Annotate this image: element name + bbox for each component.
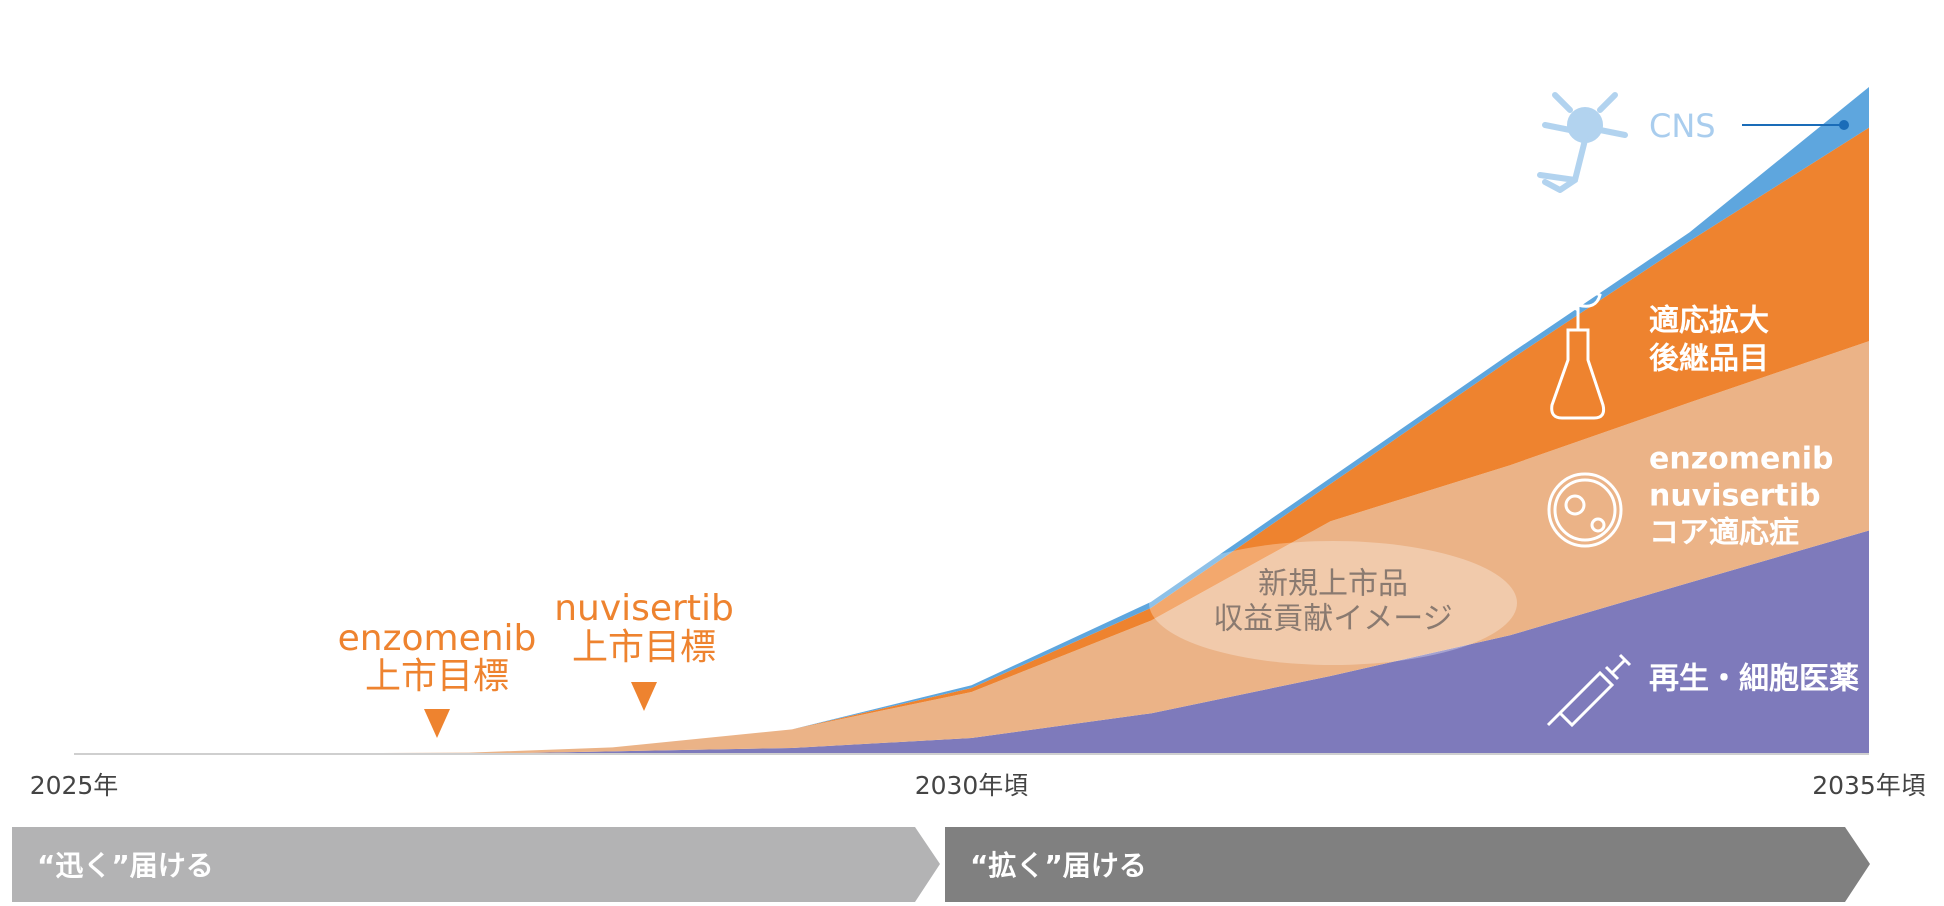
area xyxy=(74,127,1869,754)
phase-label: “迅く”届ける xyxy=(37,849,214,882)
dish-icon xyxy=(1590,517,1606,533)
marker-triangle xyxy=(631,682,657,711)
legend-label: コア適応症 xyxy=(1649,516,1799,551)
annotation: nuvisertib xyxy=(554,588,734,629)
legend-label: CNS xyxy=(1649,107,1716,145)
legend-label: nuvisertib xyxy=(1649,479,1821,514)
neuron-icon xyxy=(1537,92,1628,193)
phase-label: “拡く”届ける xyxy=(970,849,1147,882)
leader-dot xyxy=(1839,120,1849,130)
highlight-ellipse xyxy=(1149,541,1517,665)
syringe-icon xyxy=(1546,653,1632,728)
legend-label: enzomenib xyxy=(1649,442,1834,477)
x-tick-label: 2025年 xyxy=(30,771,119,800)
dish-icon xyxy=(1553,478,1617,542)
flask-icon xyxy=(1550,283,1606,420)
dish-icon xyxy=(1564,494,1586,516)
annotation: 上市目標 xyxy=(572,627,716,668)
legend-label: 再生・細胞医薬 xyxy=(1649,662,1859,697)
x-tick-label: 2035年頃 xyxy=(1812,771,1926,800)
annotation: 収益貢献イメージ xyxy=(1213,602,1452,637)
legend-label: 後継品目 xyxy=(1649,342,1769,377)
annotation: 新規上市品 xyxy=(1258,567,1408,602)
icons xyxy=(1546,283,1632,728)
phase-arrow xyxy=(12,827,940,902)
area xyxy=(74,341,1869,754)
area xyxy=(74,530,1869,754)
phase-arrow xyxy=(945,827,1870,902)
legend-label: 適応拡大 xyxy=(1649,304,1769,339)
annotation: 上市目標 xyxy=(365,656,509,697)
annotation: enzomenib xyxy=(338,618,537,659)
marker-triangle xyxy=(424,709,450,738)
areas xyxy=(74,87,1869,754)
x-tick-label: 2030年頃 xyxy=(915,771,1029,800)
dish-icon xyxy=(1547,472,1623,548)
